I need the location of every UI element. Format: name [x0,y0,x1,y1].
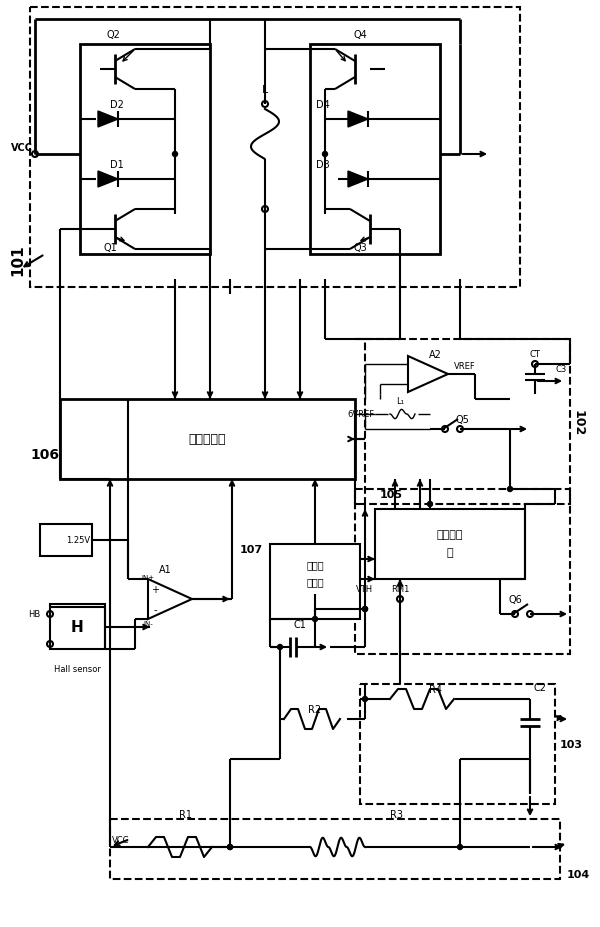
Polygon shape [98,112,118,128]
Polygon shape [348,112,368,128]
Text: IN+: IN+ [142,575,155,580]
Text: R4: R4 [428,684,442,694]
Text: Hall sensor: Hall sensor [53,665,100,674]
Circle shape [227,844,233,849]
Bar [360,684,555,804]
Circle shape [427,502,433,507]
Text: VREF: VREF [454,362,476,371]
Circle shape [362,607,367,612]
Text: 104: 104 [567,870,590,879]
Circle shape [362,697,367,702]
Polygon shape [98,171,118,188]
Bar [30,8,520,287]
Text: VCC: VCC [11,143,33,153]
Polygon shape [348,171,368,188]
Circle shape [362,607,367,612]
Text: VTH: VTH [356,585,374,594]
Circle shape [323,152,328,158]
Text: 发生器: 发生器 [306,577,324,587]
Bar [50,604,105,649]
Text: VCC: VCC [112,835,130,844]
Text: D4: D4 [316,100,330,110]
Text: Q3: Q3 [353,243,367,253]
Text: RM1: RM1 [391,585,409,594]
Text: IN-: IN- [143,620,153,627]
Text: 106: 106 [31,448,59,462]
Text: D2: D2 [110,100,124,110]
Bar [375,510,525,579]
Text: 102: 102 [571,410,584,436]
Text: R3: R3 [390,809,403,819]
Text: D3: D3 [316,159,330,170]
Text: Q4: Q4 [353,30,367,40]
Circle shape [458,844,463,849]
Text: Q2: Q2 [106,30,120,40]
Text: 速度调制: 速度调制 [437,529,463,540]
Bar [270,544,360,619]
Text: C2: C2 [533,682,546,692]
Text: H: H [71,620,83,635]
Text: 频率脉: 频率脉 [306,559,324,569]
Circle shape [508,487,512,492]
Text: CT: CT [530,350,541,359]
Bar [80,44,210,255]
Text: 器: 器 [446,548,454,557]
Bar [365,339,570,504]
Text: Q1: Q1 [103,243,117,253]
Text: 105: 105 [380,489,403,500]
Text: 103: 103 [560,739,583,749]
Text: A2: A2 [428,349,442,360]
Text: -: - [153,604,157,615]
Text: L: L [262,85,268,95]
Text: 101: 101 [11,244,25,275]
Circle shape [227,844,233,849]
Bar [355,489,570,654]
Text: 逻辑控制器: 逻辑控制器 [188,433,226,446]
Circle shape [173,152,178,158]
Text: R2: R2 [308,705,322,714]
Text: Q5: Q5 [455,414,469,425]
Text: L₁: L₁ [396,397,404,406]
Text: C3: C3 [555,365,566,375]
Circle shape [313,616,317,622]
Text: Q6: Q6 [508,594,522,604]
Text: A1: A1 [158,565,172,575]
Text: HB: HB [28,610,40,619]
Bar [310,44,440,255]
Text: R1: R1 [179,809,191,819]
Text: 6VREF: 6VREF [348,410,375,419]
Text: C1: C1 [293,619,307,629]
Text: 1.25V: 1.25V [66,536,90,545]
Circle shape [277,645,283,650]
Text: 107: 107 [240,544,263,554]
Bar [40,525,92,556]
Text: +: + [151,584,159,594]
Bar [110,819,560,879]
Bar [60,400,355,479]
Text: D1: D1 [110,159,124,170]
